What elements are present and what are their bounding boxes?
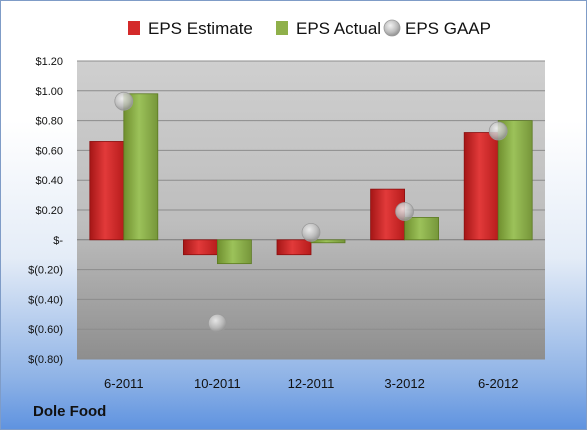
y-tick-label: $0.40 [35, 175, 63, 187]
gaap-point [207, 313, 227, 333]
actual-bar [497, 120, 533, 241]
actual-bar [310, 239, 346, 244]
legend: EPS Estimate EPS Actual EPS GAAP [128, 19, 491, 38]
y-tick-label: $0.20 [35, 205, 63, 217]
gaap-point [301, 222, 321, 242]
actual-bar [216, 239, 252, 265]
x-tick-label: 10-2011 [194, 376, 241, 391]
legend-label: EPS Estimate [148, 19, 253, 38]
bars [89, 93, 533, 265]
x-tick-label: 6-2011 [104, 376, 144, 391]
y-tick-label: $(0.40) [28, 294, 63, 306]
y-tick-label: $(0.60) [28, 324, 63, 336]
x-axis-ticks: 6-2011 10-2011 12-2011 3-2012 6-2012 [104, 376, 518, 391]
y-axis-ticks: $1.20 $1.00 $0.80 $0.60 $0.40 $0.20 $- $(0.20) $… [28, 56, 63, 366]
x-tick-label: 12-2011 [288, 376, 335, 391]
estimate-bar [463, 132, 499, 241]
estimate-bar [182, 239, 218, 256]
y-tick-label: $(0.20) [28, 265, 63, 277]
estimate-bar [89, 141, 125, 241]
y-tick-label: $- [53, 235, 63, 247]
y-tick-label: $0.80 [35, 116, 63, 128]
actual-bar [123, 93, 159, 241]
actual-legend-swatch [276, 21, 288, 35]
x-tick-label: 6-2012 [478, 376, 518, 391]
company-label: Dole Food [33, 403, 107, 420]
estimate-legend-swatch [128, 21, 140, 35]
estimate-bar [276, 239, 312, 256]
gaap-point [488, 121, 508, 141]
y-tick-label: $0.60 [35, 145, 63, 157]
x-tick-label: 3-2012 [384, 376, 424, 391]
y-tick-label: $1.00 [35, 86, 63, 98]
gaap-points [114, 91, 508, 333]
legend-label: EPS GAAP [405, 19, 491, 38]
legend-label: EPS Actual [296, 19, 381, 38]
gaap-point [395, 202, 415, 221]
y-tick-label: $(0.80) [28, 354, 63, 366]
gaap-point [114, 91, 134, 111]
y-tick-label: $1.20 [35, 56, 63, 68]
actual-bar [404, 217, 440, 241]
gaap-legend-marker [383, 19, 401, 37]
